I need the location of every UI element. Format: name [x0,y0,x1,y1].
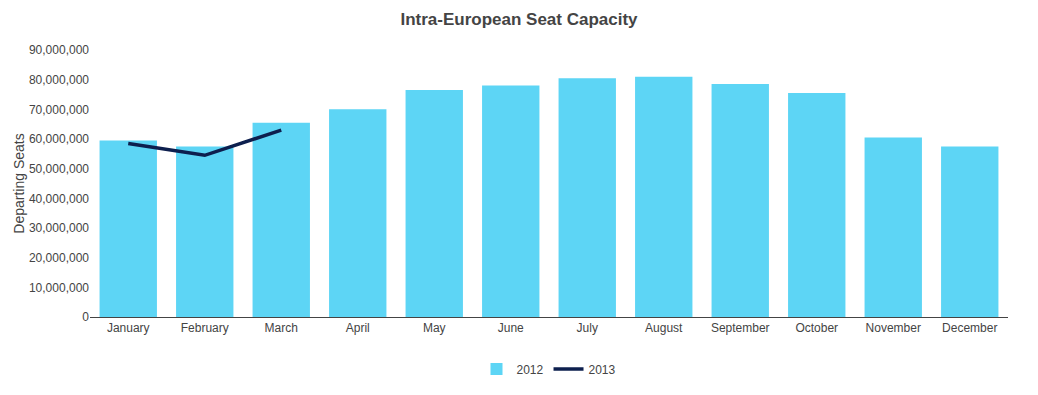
svg-text:December: December [942,321,997,335]
svg-text:10,000,000: 10,000,000 [29,281,89,295]
svg-text:70,000,000: 70,000,000 [29,103,89,117]
svg-text:June: June [498,321,524,335]
svg-text:July: July [577,321,598,335]
svg-text:March: March [265,321,298,335]
svg-text:2012: 2012 [517,363,544,377]
svg-text:0: 0 [82,310,89,324]
svg-text:2013: 2013 [589,363,616,377]
svg-text:40,000,000: 40,000,000 [29,192,89,206]
svg-text:20,000,000: 20,000,000 [29,251,89,265]
svg-text:50,000,000: 50,000,000 [29,162,89,176]
svg-text:February: February [181,321,229,335]
svg-text:60,000,000: 60,000,000 [29,132,89,146]
svg-text:30,000,000: 30,000,000 [29,221,89,235]
svg-text:September: September [711,321,770,335]
svg-text:80,000,000: 80,000,000 [29,73,89,87]
svg-text:November: November [866,321,921,335]
svg-text:January: January [107,321,150,335]
svg-text:90,000,000: 90,000,000 [29,43,89,57]
svg-text:May: May [423,321,446,335]
svg-text:August: August [645,321,683,335]
svg-text:October: October [795,321,838,335]
svg-text:April: April [346,321,370,335]
svg-text:Departing Seats: Departing Seats [11,133,27,233]
svg-text:Intra-European Seat Capacity: Intra-European Seat Capacity [400,10,638,29]
